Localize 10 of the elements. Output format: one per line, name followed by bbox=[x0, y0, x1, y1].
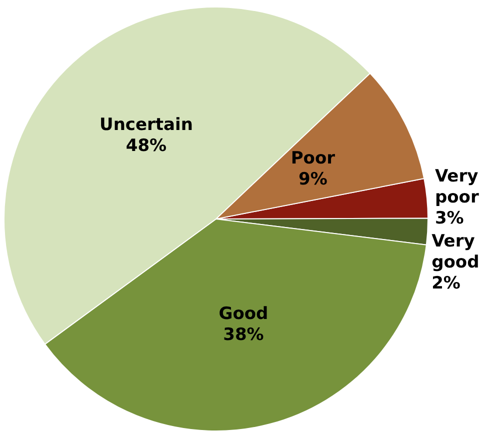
data-label: 9% bbox=[298, 170, 328, 190]
data-label: 38% bbox=[223, 324, 264, 345]
slice-label: Poor bbox=[290, 148, 336, 169]
slice-label: Good bbox=[218, 304, 268, 324]
data-label: 2% bbox=[432, 274, 460, 294]
data-label: 48% bbox=[126, 136, 167, 156]
slice-label: Very good bbox=[432, 232, 481, 273]
data-label: 3% bbox=[434, 208, 464, 229]
slice-label: Very poor bbox=[434, 166, 484, 208]
slice-label: Uncertain bbox=[100, 114, 193, 135]
